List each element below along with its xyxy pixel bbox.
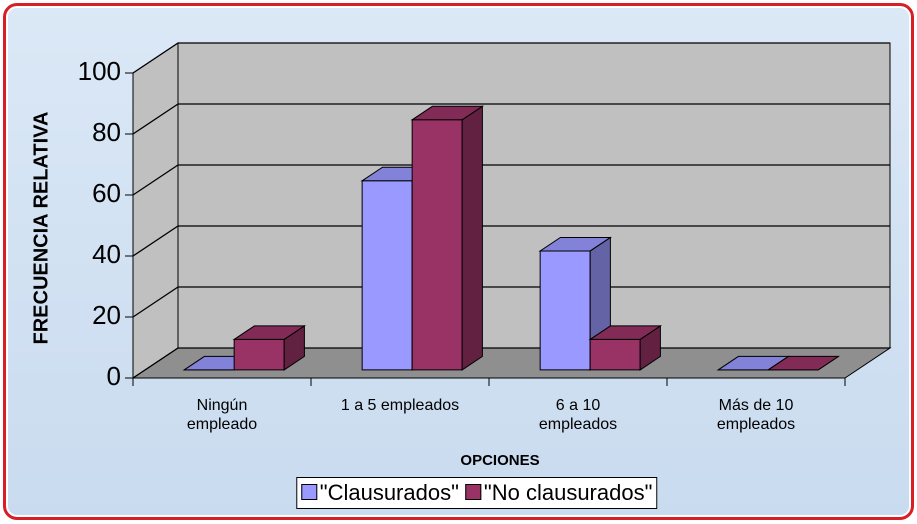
x-tick-label: 6 a 10 empleados: [538, 397, 618, 433]
legend-item: "Clausurados": [300, 480, 459, 506]
bar-top: [766, 355, 841, 371]
grid-line: [132, 103, 890, 135]
bar-front: [539, 250, 591, 371]
bar-side: [461, 105, 483, 371]
y-tick-label: 100: [78, 56, 121, 86]
bar-front: [361, 180, 413, 371]
side-wall: [132, 42, 179, 379]
x-axis-title: OPCIONES: [460, 452, 539, 469]
x-tick-label: 1 a 5 empleados: [340, 397, 460, 414]
y-tick-label: 20: [92, 300, 121, 330]
grid-line: [132, 286, 890, 318]
legend: "Clausurados" "No clausurados": [295, 477, 658, 509]
y-tick-label: 60: [92, 178, 121, 208]
bar-top: [410, 105, 485, 121]
grid-line: [132, 164, 890, 196]
x-tick-label: Ningún empleado: [186, 397, 258, 433]
grid-line: [132, 225, 890, 257]
legend-swatch: [300, 484, 317, 500]
y-tick-label: 80: [92, 117, 121, 147]
bar-top: [588, 325, 663, 340]
y-axis-title: FRECUENCIA RELATIVA: [30, 112, 52, 345]
bar-front: [589, 338, 641, 371]
legend-item: "No clausurados": [464, 480, 653, 506]
legend-label: "No clausurados": [483, 480, 653, 505]
y-tick-label: 0: [107, 361, 121, 391]
bar-front: [233, 338, 285, 371]
bar-front: [411, 119, 463, 371]
grid-line: [132, 42, 890, 74]
bar-top: [232, 325, 307, 340]
back-wall: [177, 42, 891, 349]
legend-swatch: [464, 484, 481, 500]
legend-label: "Clausurados": [319, 480, 459, 505]
y-tick-label: 40: [92, 239, 121, 269]
bar-top: [538, 236, 613, 252]
x-tick-label: Más de 10 empleados: [716, 397, 796, 433]
